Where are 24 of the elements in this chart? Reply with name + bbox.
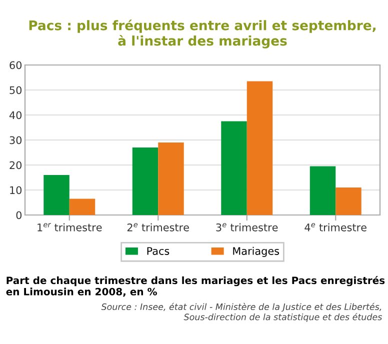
bar [310, 166, 336, 215]
y-tick-label: 50 [10, 86, 22, 94]
legend-label: Pacs [147, 247, 170, 255]
chart-title: Pacs : plus fréquents entre avril et septembre, à l'instar des mariages [29, 20, 376, 48]
bar [44, 175, 70, 215]
bar [246, 81, 273, 215]
bar [158, 142, 184, 215]
bar [69, 198, 96, 215]
legend-label: Mariages [233, 246, 280, 257]
bar [132, 148, 158, 215]
y-tick-label: 10 [10, 186, 22, 194]
source-note: Source : Insee, état civil - Ministère de la Justice et des Libertés, Sous-direction de la statistique et des études [101, 302, 382, 322]
y-tick-label: 40 [9, 111, 22, 120]
y-tick-label: 60 [10, 61, 22, 70]
bar [221, 121, 247, 215]
y-tick-label: 30 [10, 136, 22, 144]
y-tick-label: 0 [16, 211, 22, 220]
x-tick-label: 3$^{e}$ trimestre [216, 223, 278, 232]
x-tick-label: 1$^{er}$ trimestre [38, 223, 102, 232]
x-tick-label: 4$^{e}$ trimestre [304, 223, 366, 232]
text: Part de chaque trimestre dans les mariages et les Pacs enregistrés en Limousin en 2008, en % [6, 276, 385, 297]
y-tick-label: 20 [10, 161, 22, 170]
x-tick-label: 2$^{e}$ trimestre [127, 223, 189, 232]
bar [336, 188, 362, 215]
